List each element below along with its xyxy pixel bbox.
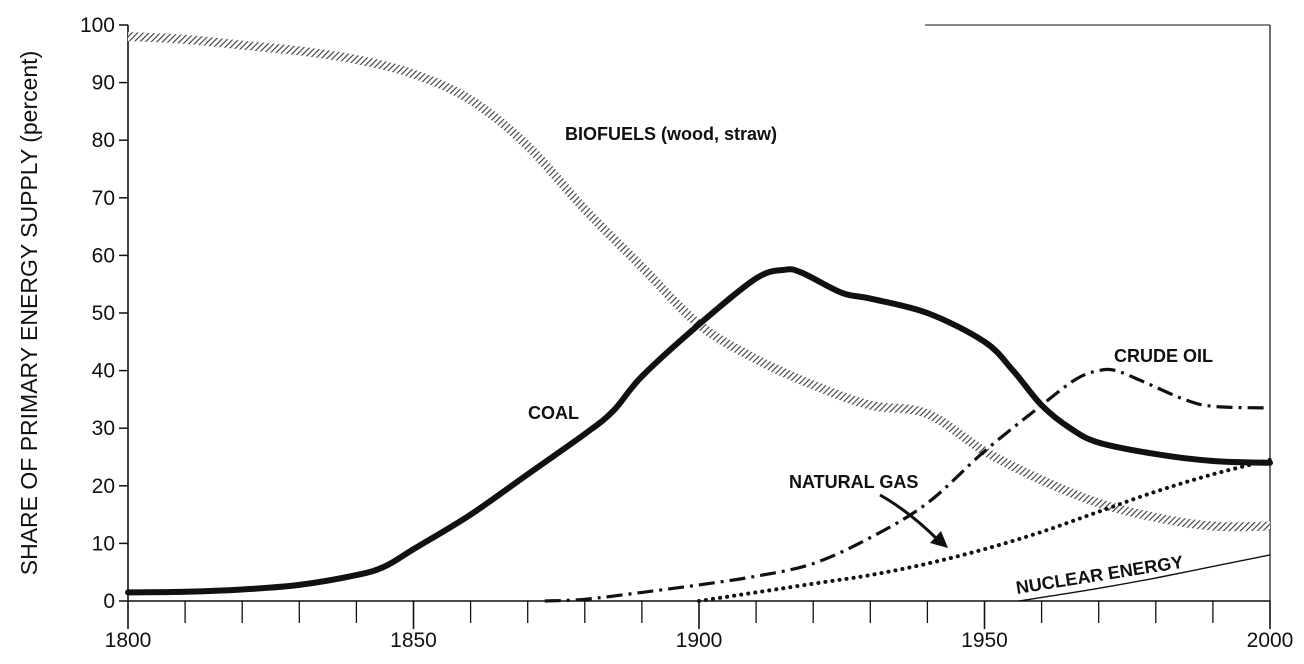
series-label-nuclear-energy: NUCLEAR ENERGY [1014, 552, 1184, 598]
x-tick-label: 1900 [676, 629, 723, 652]
y-tick-label: 20 [92, 475, 115, 498]
natural-gas-arrow-head [930, 531, 948, 548]
y-tick-label: 30 [92, 417, 115, 440]
series-label-coal: COAL [528, 403, 579, 423]
natural-gas-arrow-shaft [879, 493, 940, 542]
series-line-biofuels-wood-straw [127, 32, 1271, 532]
series-line-crude-oil [544, 367, 1271, 603]
y-tick-label: 10 [92, 532, 115, 555]
y-axis-ticks: 0 10 20 30 40 50 60 70 80 90 100 [80, 14, 128, 613]
y-tick-label: 40 [92, 360, 115, 383]
x-tick-label: 2000 [1247, 629, 1294, 652]
y-tick-label: 70 [92, 187, 115, 210]
series-label-crude-oil: CRUDE OIL [1114, 346, 1213, 366]
y-tick-label: 100 [80, 14, 115, 37]
series-line-nuclear-energy [1018, 554, 1271, 602]
series-label-biofuels: BIOFUELS (wood, straw) [565, 124, 777, 144]
y-tick-label: 90 [92, 72, 115, 95]
plot-frame [127, 24, 1271, 602]
series-line-coal [125, 266, 1273, 596]
series-line-natural-gas [697, 457, 1272, 603]
series-label-natural-gas: NATURAL GAS [789, 472, 918, 492]
x-tick-label: 1950 [961, 629, 1008, 652]
y-tick-label: 60 [92, 244, 115, 267]
y-axis-label: SHARE OF PRIMARY ENERGY SUPPLY (percent) [16, 51, 42, 576]
natural-gas-pointer [879, 493, 948, 548]
x-axis-ticks: 1800 1850 1900 1950 2000 [105, 601, 1294, 652]
y-tick-label: 50 [92, 302, 115, 325]
x-tick-label: 1850 [390, 629, 437, 652]
series-labels: BIOFUELS (wood, straw) COAL CRUDE OIL NA… [528, 124, 1213, 598]
y-tick-label: 0 [103, 590, 115, 613]
series-layer [125, 32, 1273, 603]
y-tick-label: 80 [92, 129, 115, 152]
x-tick-label: 1800 [105, 629, 152, 652]
